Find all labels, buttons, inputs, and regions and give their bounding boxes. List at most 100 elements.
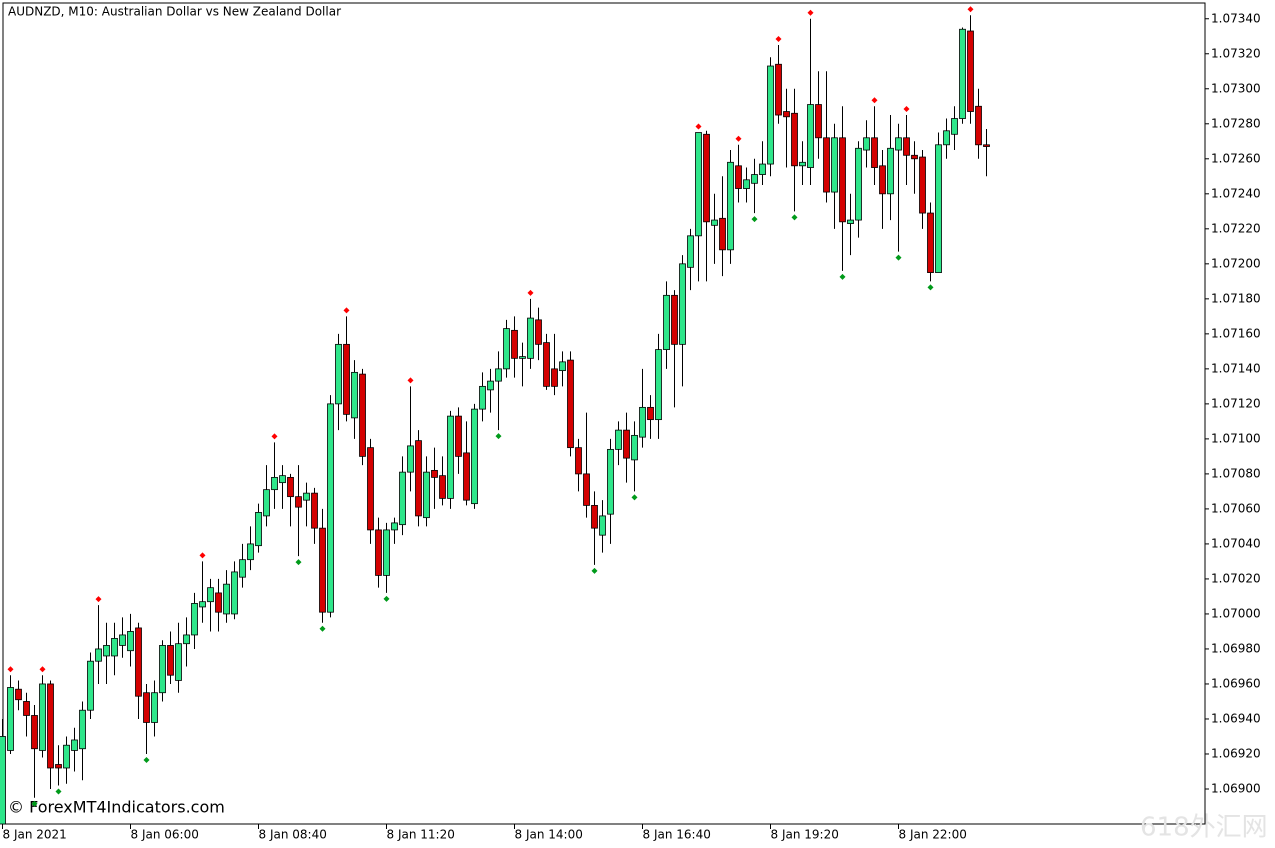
x-tick-label: 8 Jan 14:00: [515, 828, 583, 842]
fractal-up: [695, 123, 702, 130]
candle-body: [303, 492, 310, 501]
candle-body: [127, 631, 134, 652]
candle-body: [879, 165, 886, 195]
candle-body: [415, 440, 422, 517]
candle-body: [551, 368, 558, 387]
fractal-down: [143, 756, 150, 763]
candle-body: [647, 406, 654, 421]
candle-body: [295, 496, 302, 508]
y-tick-label: 1.07340: [1211, 11, 1261, 25]
candle-body: [399, 471, 406, 526]
candle-body: [183, 634, 190, 645]
candle-body: [287, 476, 294, 498]
y-tick-label: 1.06980: [1211, 641, 1261, 655]
candle-body: [7, 687, 14, 751]
candle-body: [791, 112, 798, 167]
candle-body: [855, 147, 862, 221]
candle-body: [607, 448, 614, 515]
candle-body: [839, 137, 846, 223]
candle-body: [975, 105, 982, 146]
candle-body: [255, 512, 262, 547]
fractal-up: [343, 307, 350, 314]
candle-body: [543, 342, 550, 387]
candle-body: [847, 219, 854, 224]
candle-body: [639, 406, 646, 438]
y-tick-label: 1.07220: [1211, 221, 1261, 235]
chart-title: AUDNZD, M10: Australian Dollar vs New Ze…: [8, 5, 341, 19]
candle-body: [903, 137, 910, 156]
candle-body: [495, 368, 502, 382]
fractal-down: [31, 800, 38, 807]
fractal-up: [775, 36, 782, 43]
candle-body: [151, 692, 158, 723]
candle-body: [727, 161, 734, 251]
y-tick-label: 1.06900: [1211, 781, 1261, 795]
candle-body: [487, 380, 494, 391]
candle-body: [911, 154, 918, 160]
y-tick-label: 1.07280: [1211, 116, 1261, 130]
candle-body: [119, 634, 126, 646]
y-tick-label: 1.07200: [1211, 256, 1261, 270]
candle-body: [343, 343, 350, 415]
candle-body: [279, 475, 286, 484]
candle-body: [767, 65, 774, 165]
candle-body: [663, 294, 670, 351]
fractal-down: [495, 433, 502, 440]
candle-body: [479, 385, 486, 410]
candle-body: [111, 638, 118, 657]
x-tick-label: 8 Jan 16:40: [643, 828, 711, 842]
fractal-down: [383, 595, 390, 602]
candle-body: [423, 471, 430, 519]
candle-body: [503, 328, 510, 370]
site-mark: 618外汇网: [1140, 813, 1268, 843]
fractal-down: [55, 788, 62, 795]
candle-body: [807, 104, 814, 168]
y-tick-label: 1.07120: [1211, 396, 1261, 410]
candle-body: [335, 343, 342, 405]
candle-body: [575, 447, 582, 475]
candle-body: [959, 28, 966, 119]
candle-body: [887, 147, 894, 195]
candle-body: [871, 137, 878, 168]
fractal-up: [871, 97, 878, 104]
candle-body: [583, 473, 590, 506]
candle-body: [687, 235, 694, 268]
y-tick-label: 1.07320: [1211, 46, 1261, 60]
candle-body: [951, 118, 958, 135]
candle-body: [71, 739, 78, 751]
candle-body: [679, 263, 686, 345]
y-tick-label: 1.07160: [1211, 326, 1261, 340]
x-tick-label: 8 Jan 06:00: [131, 828, 199, 842]
candle-body: [95, 648, 102, 662]
candle-body: [47, 683, 54, 769]
candle-body: [239, 559, 246, 578]
candle-body: [623, 429, 630, 459]
candle-body: [671, 294, 678, 345]
candle-body: [383, 529, 390, 576]
candle-body: [511, 329, 518, 359]
y-tick-label: 1.07000: [1211, 606, 1261, 620]
candle-body: [759, 163, 766, 175]
candle-body: [983, 144, 990, 147]
candle-body: [191, 603, 198, 636]
candle-body: [359, 373, 366, 457]
fractal-down: [631, 494, 638, 501]
candle-body: [711, 219, 718, 226]
y-tick-label: 1.07060: [1211, 501, 1261, 515]
candle-body: [207, 587, 214, 603]
fractal-up: [527, 289, 534, 296]
y-tick-label: 1.07040: [1211, 536, 1261, 550]
candle-body: [0, 736, 6, 825]
candle-body: [87, 660, 94, 711]
candle-body: [631, 434, 638, 461]
y-tick-label: 1.07240: [1211, 186, 1261, 200]
candle-body: [407, 445, 414, 473]
candle-body: [391, 522, 398, 531]
candle-body: [55, 764, 62, 769]
candle-body: [375, 529, 382, 576]
candle-body: [559, 361, 566, 372]
fractal-up: [271, 433, 278, 440]
fractal-up: [199, 552, 206, 559]
candle-body: [31, 715, 38, 750]
x-tick-label: 8 Jan 11:20: [387, 828, 455, 842]
